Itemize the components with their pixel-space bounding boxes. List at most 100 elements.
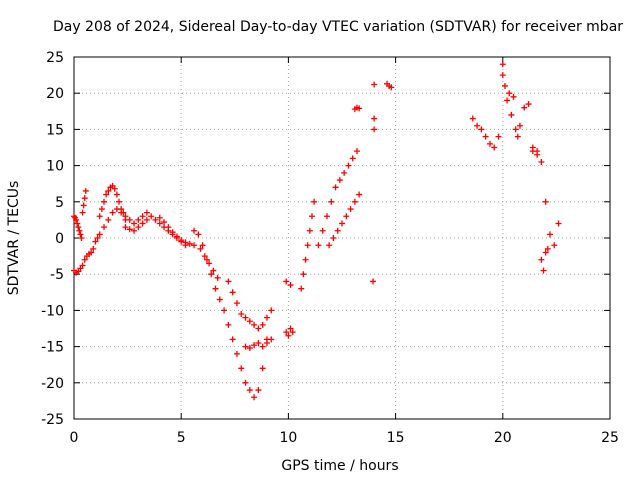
data-point <box>152 216 159 223</box>
data-point <box>504 97 511 104</box>
data-point <box>214 274 221 281</box>
data-point <box>542 198 549 205</box>
data-point <box>103 191 110 198</box>
x-tick-label: 0 <box>70 430 79 446</box>
x-tick-label: 10 <box>279 430 297 446</box>
y-tick-label: 25 <box>46 50 64 66</box>
y-tick-label: -15 <box>41 340 64 356</box>
y-tick-label: -25 <box>41 412 64 428</box>
data-point <box>156 220 163 227</box>
data-point <box>77 231 84 238</box>
data-point <box>74 220 81 227</box>
x-axis-label: GPS time / hours <box>281 458 398 474</box>
data-point <box>499 61 506 68</box>
data-point <box>251 394 258 401</box>
data-point <box>135 224 142 231</box>
data-point <box>242 343 249 350</box>
data-point <box>255 325 262 332</box>
data-point <box>482 133 489 140</box>
data-point <box>259 321 266 328</box>
data-point <box>534 148 541 155</box>
grid <box>74 57 610 419</box>
data-point <box>529 144 536 151</box>
data-point <box>88 249 95 256</box>
data-point <box>94 235 101 241</box>
data-point <box>287 325 294 332</box>
data-point <box>538 256 545 263</box>
data-point <box>544 245 551 252</box>
data-point <box>495 133 502 140</box>
data-point <box>516 122 523 129</box>
data-point <box>246 345 253 352</box>
data-point <box>356 105 363 112</box>
x-tick-label: 5 <box>177 430 186 446</box>
data-point <box>105 216 112 223</box>
data-point <box>78 235 85 241</box>
data-point <box>263 339 270 346</box>
data-point <box>259 365 266 372</box>
data-point <box>173 233 180 240</box>
data-point <box>283 329 290 336</box>
data-point <box>203 256 210 263</box>
data-point <box>229 289 236 296</box>
data-point <box>347 206 354 213</box>
data-point <box>345 162 352 169</box>
data-point <box>540 267 547 274</box>
data-point <box>341 169 348 176</box>
data-point <box>201 253 208 260</box>
data-point <box>122 216 129 223</box>
data-point <box>283 278 290 285</box>
data-point <box>90 245 97 252</box>
data-point <box>206 260 213 267</box>
axis-ticks: 0 5 10 15 20 25 -25 -20 -15 -10 -5 0 5 10 15 20 25 <box>41 50 619 446</box>
data-point <box>79 209 86 216</box>
data-point <box>242 314 249 321</box>
data-point <box>116 198 123 205</box>
data-point <box>92 238 99 245</box>
x-tick-label: 25 <box>601 430 619 446</box>
data-point <box>491 144 498 151</box>
data-point <box>315 242 322 249</box>
data-point <box>486 140 493 147</box>
data-point <box>512 126 519 133</box>
data-point <box>354 148 361 155</box>
data-point <box>229 336 236 343</box>
data-point <box>499 72 506 79</box>
data-points <box>71 61 562 401</box>
data-point <box>148 213 155 220</box>
data-point <box>251 342 258 349</box>
data-point <box>514 133 521 140</box>
data-point <box>208 271 215 278</box>
data-point <box>186 240 193 247</box>
data-point <box>197 245 204 252</box>
data-point <box>96 231 103 238</box>
data-point <box>306 227 313 234</box>
chart-title: Day 208 of 2024, Sidereal Day-to-day VTE… <box>53 19 623 35</box>
data-point <box>255 339 262 346</box>
data-point <box>75 224 82 231</box>
x-tick-label: 15 <box>387 430 405 446</box>
data-point <box>143 209 150 216</box>
data-point <box>210 267 217 274</box>
data-point <box>336 177 343 184</box>
data-point <box>225 321 232 328</box>
data-point <box>81 256 88 263</box>
data-point <box>118 206 125 213</box>
data-point <box>76 227 83 234</box>
x-tick-label: 20 <box>494 430 512 446</box>
data-point <box>178 237 185 244</box>
data-point <box>555 220 562 227</box>
data-point <box>98 206 105 213</box>
data-point <box>199 242 206 249</box>
data-point <box>298 285 305 292</box>
data-point <box>323 213 330 220</box>
data-point <box>285 332 292 339</box>
data-point <box>268 336 275 343</box>
y-axis-label: SDTVAR / TECUs <box>6 181 22 296</box>
data-point <box>343 213 350 220</box>
data-point <box>263 314 270 321</box>
data-point <box>508 111 515 118</box>
data-point <box>233 300 240 307</box>
data-point <box>525 101 532 108</box>
